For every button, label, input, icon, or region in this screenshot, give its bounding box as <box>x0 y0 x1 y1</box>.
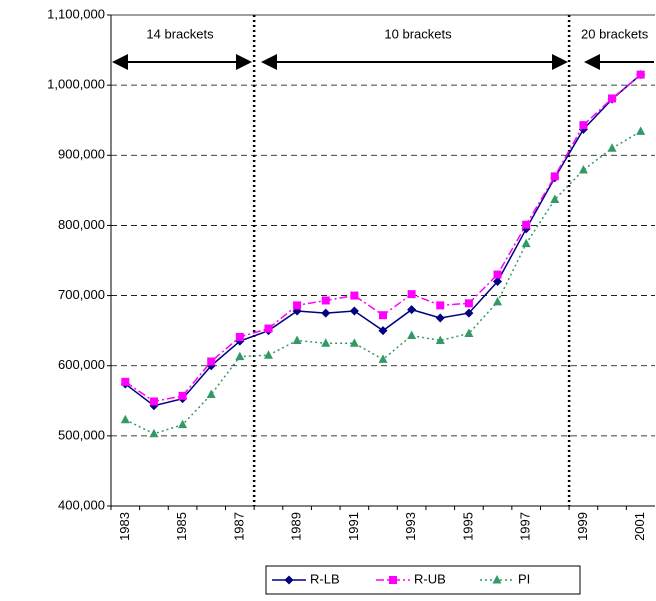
marker <box>349 306 359 316</box>
marker <box>608 94 617 103</box>
marker <box>636 126 646 135</box>
legend-label: PI <box>518 571 530 586</box>
x-tick-label: 1993 <box>403 512 418 541</box>
marker <box>493 277 503 287</box>
marker <box>292 335 302 344</box>
legend-label: R-LB <box>310 571 340 586</box>
marker <box>120 414 130 424</box>
marker <box>436 301 445 310</box>
legend-box <box>265 565 581 595</box>
y-tick-label: 600,000 <box>58 357 105 372</box>
marker <box>379 311 387 320</box>
annotation: 10 brackets <box>384 26 452 41</box>
marker <box>464 328 474 337</box>
x-tick-label: 1983 <box>117 512 132 541</box>
x-tick-label: 1989 <box>289 512 304 541</box>
legend-label: R-UB <box>414 571 446 586</box>
marker <box>178 391 187 400</box>
marker <box>435 313 445 323</box>
marker <box>349 338 359 347</box>
marker <box>407 290 416 299</box>
marker <box>121 377 130 386</box>
marker <box>550 194 560 203</box>
y-tick-label: 800,000 <box>58 217 105 232</box>
x-tick-label: 1997 <box>518 512 533 541</box>
annotation: 14 brackets <box>146 26 214 41</box>
marker <box>464 299 473 308</box>
legend-marker <box>284 575 294 585</box>
series-line <box>124 74 642 403</box>
marker <box>321 308 331 318</box>
marker <box>149 397 158 406</box>
marker <box>550 172 559 181</box>
y-tick-label: 500,000 <box>58 427 105 442</box>
marker <box>321 296 330 305</box>
legend-marker <box>492 575 502 584</box>
marker <box>264 324 273 333</box>
marker <box>149 428 159 438</box>
marker <box>378 326 388 336</box>
y-tick-label: 400,000 <box>58 497 105 512</box>
marker <box>350 291 359 300</box>
x-tick-label: 1999 <box>575 512 590 541</box>
marker <box>263 350 273 359</box>
x-tick-label: 1991 <box>346 512 361 541</box>
legend-marker <box>389 576 397 584</box>
x-tick-label: 1995 <box>460 512 475 541</box>
marker <box>493 270 502 279</box>
y-tick-label: 1,100,000 <box>47 6 105 21</box>
marker <box>178 419 188 429</box>
marker <box>578 165 588 174</box>
marker <box>407 330 417 340</box>
marker <box>464 308 474 318</box>
series-line <box>124 130 642 435</box>
marker <box>206 389 216 398</box>
marker <box>493 296 503 306</box>
x-tick-label: 2001 <box>632 512 647 541</box>
y-tick-label: 900,000 <box>58 147 105 162</box>
x-tick-label: 1985 <box>174 512 189 541</box>
marker <box>522 220 531 229</box>
marker <box>378 354 388 363</box>
marker <box>607 143 617 152</box>
marker <box>636 70 645 79</box>
annotation: 20 brackets <box>581 26 649 41</box>
marker <box>321 338 331 347</box>
marker <box>235 351 245 361</box>
marker <box>435 335 445 344</box>
marker <box>579 121 588 130</box>
y-tick-label: 700,000 <box>58 287 105 302</box>
marker <box>235 332 244 341</box>
annotations: 14 brackets 10 brackets 20 brackets <box>112 26 654 70</box>
marker <box>293 301 302 310</box>
marker <box>521 238 531 248</box>
x-tick-label: 1987 <box>231 512 246 541</box>
marker <box>207 357 216 366</box>
marker <box>407 305 417 315</box>
y-tick-label: 1,000,000 <box>47 77 105 92</box>
